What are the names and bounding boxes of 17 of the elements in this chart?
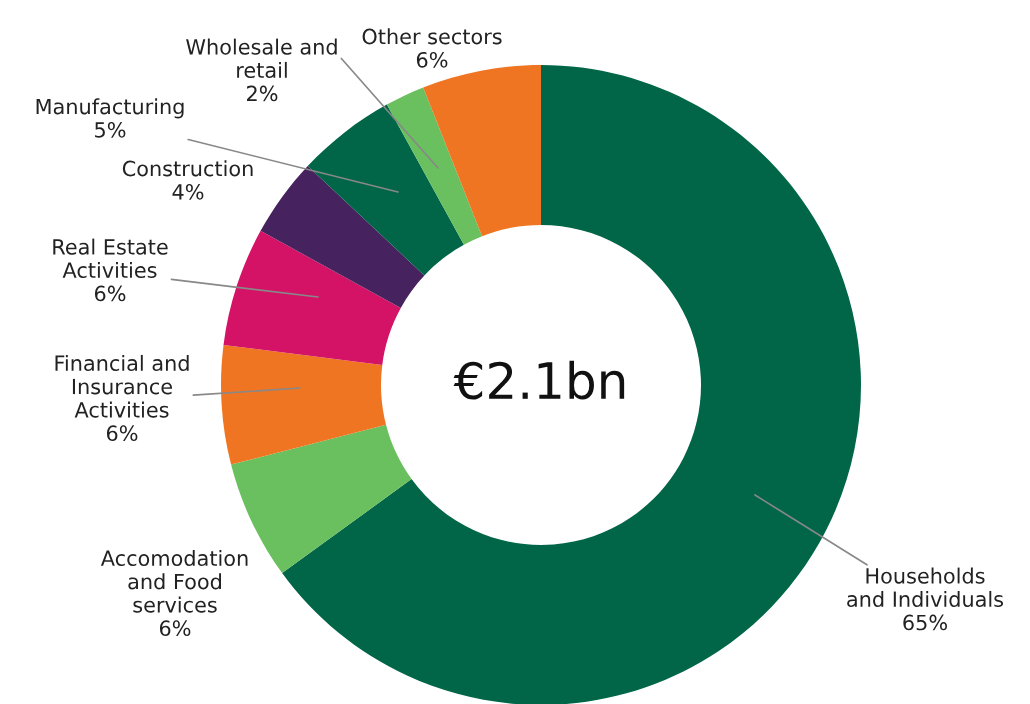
slice-label: Wholesale and retail bbox=[186, 38, 337, 79]
data-label: 6% bbox=[106, 425, 138, 442]
data-label: 6% bbox=[416, 51, 448, 68]
data-label: 6% bbox=[94, 285, 126, 302]
slice-label: Manufacturing bbox=[36, 98, 184, 119]
data-label: 2% bbox=[247, 85, 278, 102]
data-label: 65% bbox=[903, 614, 947, 631]
slice-label: Accomodation and Food services bbox=[100, 549, 248, 613]
slice-label: Construction bbox=[122, 160, 253, 177]
data-label: 5% bbox=[95, 121, 126, 138]
slice-label: Households and Individuals bbox=[847, 567, 1004, 608]
data-label: 4% bbox=[172, 183, 204, 200]
slice-label: Other sectors bbox=[362, 28, 502, 45]
slice-label: Real Estate Activities bbox=[53, 238, 168, 279]
text: €2.1bn bbox=[453, 360, 625, 400]
slice-label: Financial and Insurance Activities bbox=[55, 354, 189, 418]
data-label: 6% bbox=[159, 620, 191, 637]
